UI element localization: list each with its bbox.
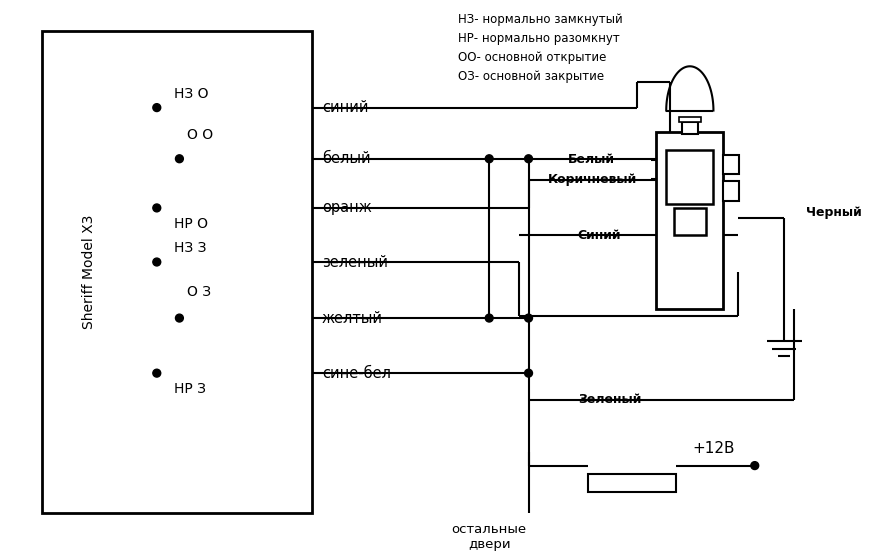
Circle shape (153, 104, 161, 112)
Circle shape (524, 155, 532, 163)
Circle shape (485, 155, 493, 163)
Circle shape (176, 314, 183, 322)
Text: желтый: желтый (322, 311, 383, 325)
Text: Sheriff Model X3: Sheriff Model X3 (82, 215, 96, 329)
Bar (657, 132, 723, 309)
Bar (42, 31, 312, 513)
Bar (723, 181, 739, 201)
Text: НЗ З: НЗ З (174, 241, 207, 255)
Bar (588, 474, 676, 492)
Text: НЗ О: НЗ О (174, 87, 209, 101)
Text: НЗ- нормально замкнутый
НР- нормально разомкнут
ОО- основной открытие
ОЗ- основн: НЗ- нормально замкнутый НР- нормально ра… (458, 13, 622, 83)
Text: зеленый: зеленый (322, 254, 388, 270)
Text: Синий: Синий (578, 229, 621, 242)
Text: НР З: НР З (174, 382, 207, 396)
Text: белый: белый (322, 151, 370, 166)
Text: Коричневый: Коричневый (548, 173, 637, 186)
Text: НР О: НР О (174, 217, 209, 230)
Circle shape (153, 204, 161, 212)
Text: Зеленый: Зеленый (578, 393, 641, 406)
Circle shape (751, 461, 758, 469)
Circle shape (524, 314, 532, 322)
Circle shape (153, 369, 161, 377)
Bar (723, 155, 739, 175)
Text: +12В: +12В (692, 441, 735, 456)
Text: сине-бел: сине-бел (322, 365, 391, 381)
Bar (674, 208, 705, 235)
Bar (667, 150, 713, 204)
Circle shape (153, 258, 161, 266)
Text: синий: синий (322, 100, 369, 115)
Bar (679, 117, 701, 122)
Bar (682, 122, 697, 134)
Text: оранж: оранж (322, 200, 372, 215)
Text: остальные
двери: остальные двери (452, 523, 527, 551)
Text: О О: О О (187, 128, 213, 142)
Circle shape (524, 369, 532, 377)
Text: О З: О З (187, 285, 211, 299)
Circle shape (485, 314, 493, 322)
Text: Черный: Черный (806, 206, 862, 219)
Circle shape (176, 155, 183, 163)
Text: Белый: Белый (568, 153, 615, 166)
